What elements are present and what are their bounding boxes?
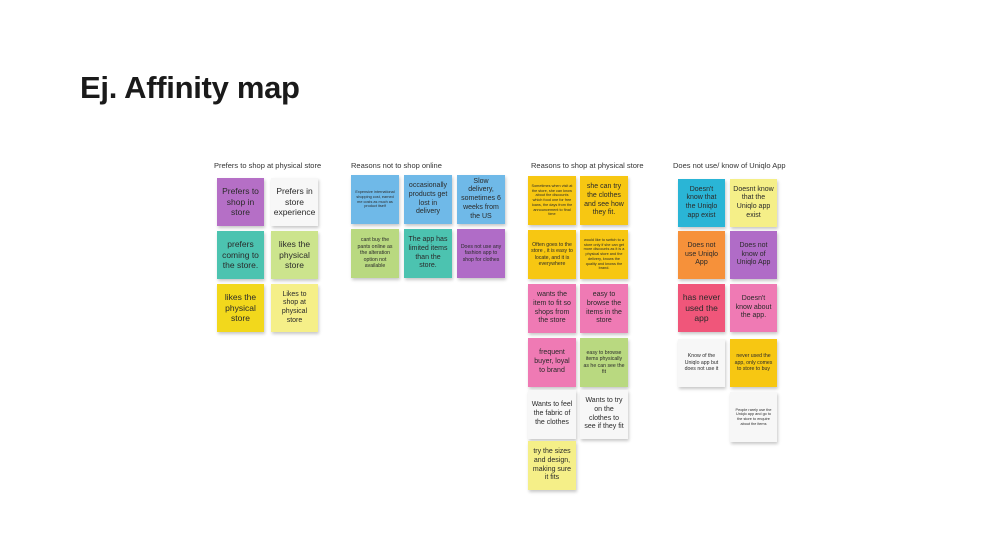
page-title: Ej. Affinity map: [80, 70, 300, 105]
group-label-reasons-physical: Reasons to shop at physical store: [531, 161, 644, 170]
sticky-note: Doesn't know about the app.: [730, 284, 777, 332]
sticky-note: frequent buyer, loyal to brand: [528, 338, 576, 387]
sticky-note: easy to browse the items in the store: [580, 284, 628, 333]
sticky-note: Likes to shop at physical store: [271, 284, 318, 332]
sticky-note: Expensive international shopping cost, e…: [351, 175, 399, 224]
sticky-note: Sometimes when visit at the store, she c…: [528, 176, 576, 225]
group-label-reasons-not-online: Reasons not to shop online: [351, 161, 442, 170]
sticky-note: easy to browse items physically as he ca…: [580, 338, 628, 387]
sticky-note: wants the item to fit so shops from the …: [528, 284, 576, 333]
sticky-note: Prefers in store experience: [271, 178, 318, 226]
sticky-note: Often goes to the store , it is easy to …: [528, 230, 576, 279]
sticky-note: Doesnt know that the Uniqlo app exist: [730, 179, 777, 227]
sticky-note: has never used the app: [678, 284, 725, 332]
group-label-prefers-physical: Prefers to shop at physical store: [214, 161, 322, 170]
sticky-note: never used the app, only comes to store …: [730, 339, 777, 387]
sticky-note: likes the physical store: [217, 284, 264, 332]
sticky-note: Wants to try on the clothes to see if th…: [580, 390, 628, 439]
sticky-note: Doesn't know that the Uniqlo app exist: [678, 179, 725, 227]
sticky-note: occasionally products get lost in delive…: [404, 175, 452, 224]
sticky-note: Prefers to shop in store: [217, 178, 264, 226]
sticky-note: Wants to feel the fabric of the clothes: [528, 390, 576, 439]
sticky-note: Does not use any fashion app to shop for…: [457, 229, 505, 278]
sticky-note: try the sizes and design, making sure it…: [528, 441, 576, 490]
sticky-note: she can try the clothes and see how they…: [580, 176, 628, 225]
sticky-note: would like to switch to a store only if …: [580, 230, 628, 279]
sticky-note: likes the physical store: [271, 231, 318, 279]
sticky-note: People rarely use the Uniqlo app and go …: [730, 392, 777, 442]
sticky-note: cant buy the pants online as the alterat…: [351, 229, 399, 278]
sticky-note: Does not know of Uniqlo App: [730, 231, 777, 279]
group-label-uniqlo-app: Does not use/ know of Uniqlo App: [673, 161, 786, 170]
sticky-note: Does not use Uniqlo App: [678, 231, 725, 279]
sticky-note: prefers coming to the store.: [217, 231, 264, 279]
sticky-note: The app has limited items than the store…: [404, 229, 452, 278]
sticky-note: Know of the Uniqlo app but does not use …: [678, 339, 725, 387]
sticky-note: Slow delivery, sometimes 6 weeks from th…: [457, 175, 505, 224]
